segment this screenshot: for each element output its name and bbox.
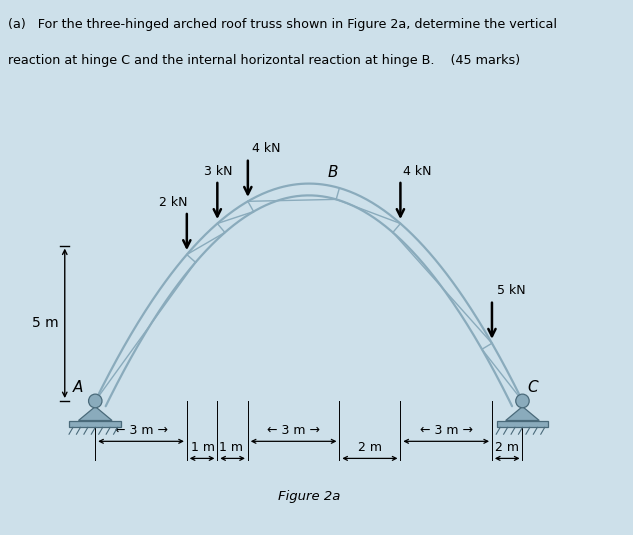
Bar <box>70 421 121 427</box>
Text: 1 m 1 m: 1 m 1 m <box>191 441 243 454</box>
Text: 5 kN: 5 kN <box>496 284 525 297</box>
Text: 2 m: 2 m <box>495 441 519 454</box>
Polygon shape <box>78 407 112 421</box>
Text: A: A <box>73 380 84 395</box>
Text: 4 kN: 4 kN <box>253 142 281 155</box>
Text: ← 3 m →: ← 3 m → <box>115 424 168 437</box>
Circle shape <box>89 394 102 408</box>
Text: 3 kN: 3 kN <box>204 165 232 178</box>
Text: 4 kN: 4 kN <box>403 165 432 178</box>
Text: ← 3 m →: ← 3 m → <box>267 424 320 437</box>
Polygon shape <box>506 407 539 421</box>
Text: B: B <box>328 165 339 180</box>
Text: C: C <box>528 380 539 395</box>
Text: Figure 2a: Figure 2a <box>278 491 340 503</box>
Text: ← 3 m →: ← 3 m → <box>420 424 473 437</box>
Bar <box>496 421 548 427</box>
Text: (a)   For the three-hinged arched roof truss shown in Figure 2a, determine the v: (a) For the three-hinged arched roof tru… <box>8 18 556 31</box>
Text: 5 m: 5 m <box>32 316 58 330</box>
Text: 2 kN: 2 kN <box>160 196 188 209</box>
Circle shape <box>516 394 529 408</box>
Text: reaction at hinge C and the internal horizontal reaction at hinge B.    (45 mark: reaction at hinge C and the internal hor… <box>8 54 520 67</box>
Text: 2 m: 2 m <box>358 441 382 454</box>
